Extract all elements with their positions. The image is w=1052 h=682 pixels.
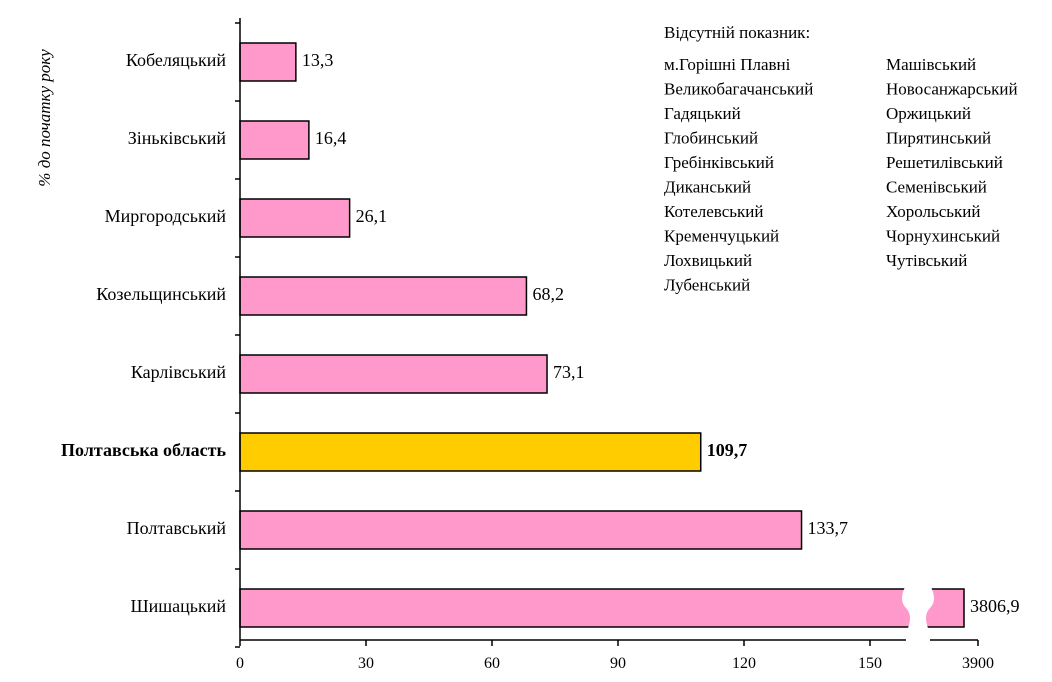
value-label: 26,1 — [356, 206, 388, 226]
legend-title: Відсутній показник: — [664, 23, 810, 42]
category-label: Полтавський — [127, 518, 227, 538]
legend-item: Оржицький — [886, 104, 971, 123]
legend-item: Гребінківський — [664, 153, 774, 172]
x-tick-label: 60 — [484, 655, 500, 672]
legend-item: Машівський — [886, 55, 976, 74]
bar — [239, 432, 702, 472]
x-tick-label: 3900 — [962, 655, 994, 672]
bar — [239, 510, 803, 550]
missing-indicator-legend: Відсутній показник: м.Горішні Плавні Велик… — [664, 23, 1018, 295]
category-label: Зіньківський — [128, 128, 227, 148]
bar — [239, 198, 351, 238]
category-label: Миргородський — [105, 206, 227, 226]
axes-layer: Кобеляцький Зіньківський Миргородський Козе… — [61, 18, 994, 672]
category-label: Шишацький — [131, 596, 227, 616]
legend-item: Котелевський — [664, 202, 763, 221]
legend-item: Хорольський — [886, 202, 980, 221]
axis-break-gap — [902, 585, 934, 633]
value-label: 73,1 — [553, 362, 585, 382]
x-tick-label: 150 — [858, 655, 882, 672]
category-label: Полтавська область — [61, 440, 226, 460]
x-tick-label: 30 — [358, 655, 374, 672]
legend-item: Кременчуцький — [664, 227, 779, 246]
legend-item: Чутівський — [886, 251, 967, 270]
legend-item: Гадяцький — [664, 104, 741, 123]
value-label: 3806,9 — [970, 596, 1020, 616]
legend-item: Семенівський — [886, 178, 987, 197]
y-axis-title-text: % до початку року — [35, 49, 54, 187]
x-tick-label: 90 — [610, 655, 626, 672]
bar — [239, 42, 297, 82]
legend-item: м.Горішні Плавні — [664, 55, 791, 74]
category-label: Козельщинський — [96, 284, 226, 304]
bars-layer: 13,3 16,4 26,1 68,2 73,1 109,7 133,7 3806,9 — [239, 42, 1020, 628]
category-label: Кобеляцький — [126, 50, 227, 70]
value-label: 68,2 — [532, 284, 564, 304]
value-label: 133,7 — [808, 518, 849, 538]
legend-item: Пирятинський — [886, 129, 991, 148]
legend-item: Чорнухинський — [886, 227, 1000, 246]
legend-item: Диканський — [664, 178, 751, 197]
x-tick-label: 120 — [732, 655, 756, 672]
legend-item: Лубенський — [664, 276, 750, 295]
y-axis-title: % до початку року — [35, 49, 54, 187]
x-tick-label: 0 — [236, 655, 244, 672]
category-label: Карлівський — [131, 362, 226, 382]
legend-item: Новосанжарський — [886, 80, 1018, 99]
legend-item: Глобинський — [664, 129, 758, 148]
bar — [239, 276, 528, 316]
bar — [239, 588, 965, 628]
value-label: 16,4 — [315, 128, 347, 148]
value-label: 13,3 — [302, 50, 334, 70]
legend-item: Лохвицький — [664, 251, 752, 270]
legend-item: Решетилівський — [886, 153, 1003, 172]
axis-break — [902, 585, 934, 633]
bar — [239, 120, 310, 160]
value-label: 109,7 — [707, 440, 748, 460]
legend-item: Великобагачанський — [664, 80, 813, 99]
bar — [239, 354, 548, 394]
